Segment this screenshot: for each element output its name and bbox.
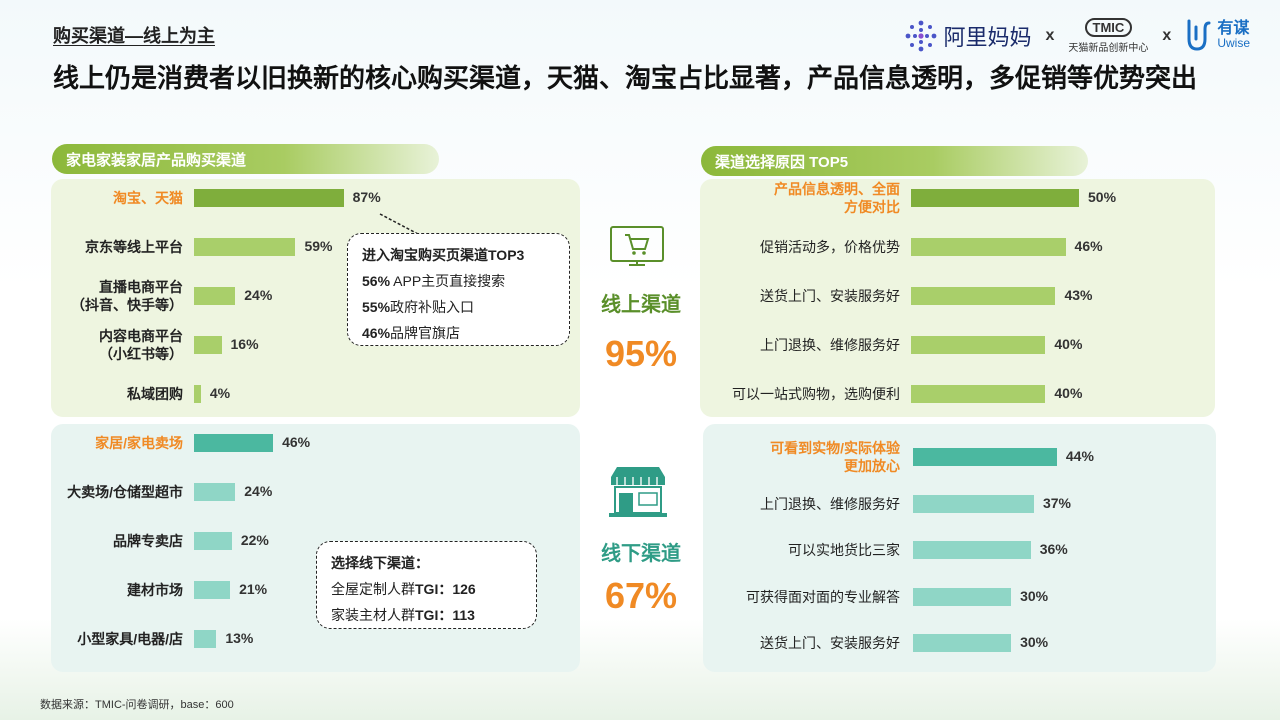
bar-label: 产品信息透明、全面 方便对比 <box>774 181 900 215</box>
bar <box>913 448 1057 466</box>
channel-section-pill: 家电家装家居产品购买渠道 <box>52 144 439 174</box>
bar-label: 品牌专卖店 <box>113 533 183 549</box>
bar-label: 家居/家电卖场 <box>95 435 183 451</box>
page-headline: 线上仍是消费者以旧换新的核心购买渠道，天猫、淘宝占比显著，产品信息透明，多促销等… <box>53 63 1198 93</box>
bar-value-label: 24% <box>244 483 273 499</box>
bar-label: 可获得面对面的专业解答 <box>746 588 900 605</box>
tmic-badge: TMIC <box>1084 18 1133 37</box>
bar-value-label: 59% <box>304 238 333 254</box>
bar <box>194 483 236 501</box>
bar-label: 小型家具/电器/店 <box>77 631 183 647</box>
bar-value-label: 21% <box>239 581 268 597</box>
uwise-wave-icon <box>1187 19 1211 51</box>
tmic-subtitle: 天猫新品创新中心 <box>1068 43 1149 54</box>
data-source-footnote: 数据来源：TMIC-问卷调研，base：600 <box>40 699 234 711</box>
alimama-text: 阿里妈妈 <box>943 25 1032 50</box>
bar <box>913 494 1034 513</box>
uwise-cn: 有谋 <box>1217 20 1250 37</box>
bar-label: 促销活动多，价格优势 <box>760 239 900 255</box>
bar <box>194 434 274 452</box>
bar-value-label: 37% <box>1042 494 1072 511</box>
bar-value-label: 16% <box>230 336 259 352</box>
bar <box>194 189 344 207</box>
bar-label: 京东等线上平台 <box>85 239 183 255</box>
bar <box>911 336 1046 354</box>
bar-label: 上门退换、维修服务好 <box>760 337 900 353</box>
bar-label: 直播电商平台 （抖音、快手等） <box>71 279 183 313</box>
bar-label: 可以实地货比三家 <box>788 542 900 558</box>
callout-line: 56% APP主页直接搜索 <box>362 273 506 289</box>
bar-label: 大卖场/仓储型超市 <box>67 484 183 500</box>
callout-line: 家装主材人群TGI：113 <box>331 607 475 623</box>
partner-logos: 阿里妈妈 x TMIC 天猫新品创新中心 x 有谋 Uwise <box>904 14 1250 58</box>
bar-label: 建材市场 <box>127 582 183 598</box>
bar-label: 上门退换、维修服务好 <box>760 495 900 512</box>
logo-separator: x <box>1162 27 1172 44</box>
bar-value-label: 87% <box>352 189 381 205</box>
reason-section-pill: 渠道选择原因 TOP5 <box>701 146 1088 176</box>
offline-channel-label: 线下渠道 <box>601 543 681 565</box>
bar-label: 私域团购 <box>127 386 183 402</box>
uwise-en: Uwise <box>1217 36 1250 50</box>
callout-line: 55%政府补贴入口 <box>362 299 475 315</box>
bar <box>911 385 1046 403</box>
taobao-entry-callout: 进入淘宝购买页渠道TOP3 56% APP主页直接搜索 55%政府补贴入口 46… <box>347 233 570 346</box>
callout-line: 全屋定制人群TGI：126 <box>331 581 476 597</box>
bar-value-label: 24% <box>244 287 273 303</box>
callout-pointer <box>379 213 419 235</box>
offline-channel-pct: 67% <box>604 575 678 616</box>
logo-separator: x <box>1045 27 1055 44</box>
bar-label: 送货上门、安装服务好 <box>760 288 900 304</box>
bar-value-label: 13% <box>225 630 254 646</box>
bar-value-label: 46% <box>282 434 311 450</box>
online-channel-pct: 95% <box>604 333 678 374</box>
uwise-logo: 有谋 Uwise <box>1185 19 1250 53</box>
bar-value-label: 43% <box>1064 287 1093 303</box>
bar-label: 内容电商平台 （小红书等） <box>99 328 183 362</box>
bar-label: 送货上门、安装服务好 <box>760 635 900 651</box>
bar-value-label: 40% <box>1054 385 1083 401</box>
callout-line: 46%品牌官旗店 <box>362 325 461 341</box>
bar <box>194 630 217 648</box>
online-channel-label: 线上渠道 <box>601 294 681 316</box>
bar <box>194 238 296 256</box>
bar <box>194 385 201 403</box>
bar <box>194 287 236 305</box>
tmic-logo: TMIC 天猫新品创新中心 <box>1068 18 1148 54</box>
bar <box>911 287 1056 305</box>
callout-title: 选择线下渠道： <box>331 555 429 571</box>
bar-value-label: 4% <box>209 385 231 401</box>
bar <box>194 336 222 354</box>
alimama-dots-icon <box>905 20 936 52</box>
offline-tgi-callout: 选择线下渠道： 全屋定制人群TGI：126 家装主材人群TGI：113 <box>316 541 537 629</box>
bar-label: 可看到实物/实际体验 更加放心 <box>770 440 900 474</box>
bar-value-label: 30% <box>1020 587 1049 604</box>
bar <box>913 587 1012 606</box>
bar-value-label: 46% <box>1074 238 1103 254</box>
bar-value-label: 22% <box>240 532 269 548</box>
bar-label: 可以一站式购物，选购便利 <box>732 386 900 402</box>
bar <box>194 532 232 550</box>
storefront-icon <box>609 467 667 517</box>
section-title: 购买渠道—线上为主 <box>53 26 215 46</box>
bar-value-label: 40% <box>1054 336 1083 352</box>
bar <box>913 541 1031 559</box>
bar <box>194 581 231 599</box>
shopping-cart-screen-icon <box>610 226 664 266</box>
alimama-logo: 阿里妈妈 <box>904 19 1032 53</box>
bar-value-label: 36% <box>1039 541 1068 557</box>
bar <box>911 238 1066 256</box>
bar <box>911 189 1079 207</box>
bar-value-label: 50% <box>1088 189 1117 205</box>
bar <box>913 634 1012 652</box>
bar-value-label: 44% <box>1065 448 1094 464</box>
callout-title: 进入淘宝购买页渠道TOP3 <box>362 247 525 263</box>
bar-label: 淘宝、天猫 <box>113 190 183 206</box>
bar-value-label: 30% <box>1020 634 1049 650</box>
